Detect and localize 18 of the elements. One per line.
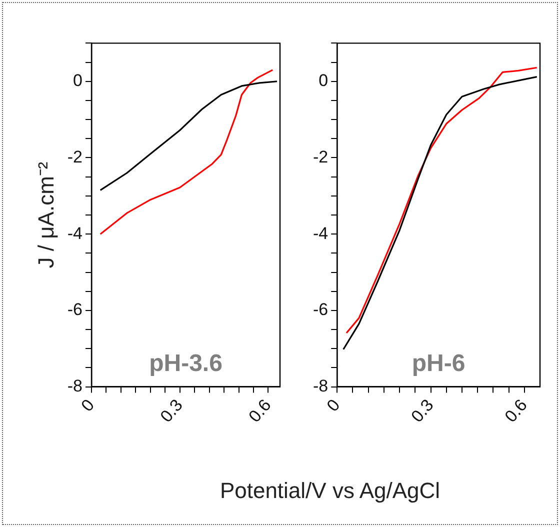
y-tick-label: -4 [312, 224, 328, 243]
annotation: pH-3.6 [149, 350, 222, 377]
x-tick-label: 0.6 [244, 396, 275, 426]
y-tick-label: -8 [67, 376, 83, 396]
x-tick-label: 0.3 [156, 396, 186, 426]
y-tick-label: 0 [73, 71, 83, 90]
y-axis-title: J / μA.cm⁻² [33, 162, 58, 268]
y-tick-label: -2 [67, 147, 83, 166]
y-tick-label: -8 [312, 376, 328, 396]
y-tick-label: -6 [312, 300, 328, 320]
y-tick-label: -4 [67, 224, 83, 243]
y-tick-label: -2 [312, 147, 328, 166]
y-tick-label: 0 [318, 71, 328, 90]
x-axis-title: Potential/V vs Ag/AgCl [218, 478, 442, 504]
annotation: pH-6 [412, 350, 466, 377]
y-tick-label: -6 [67, 300, 83, 320]
x-tick-label: 0.6 [501, 396, 531, 426]
x-tick-label: 0.3 [408, 396, 438, 426]
